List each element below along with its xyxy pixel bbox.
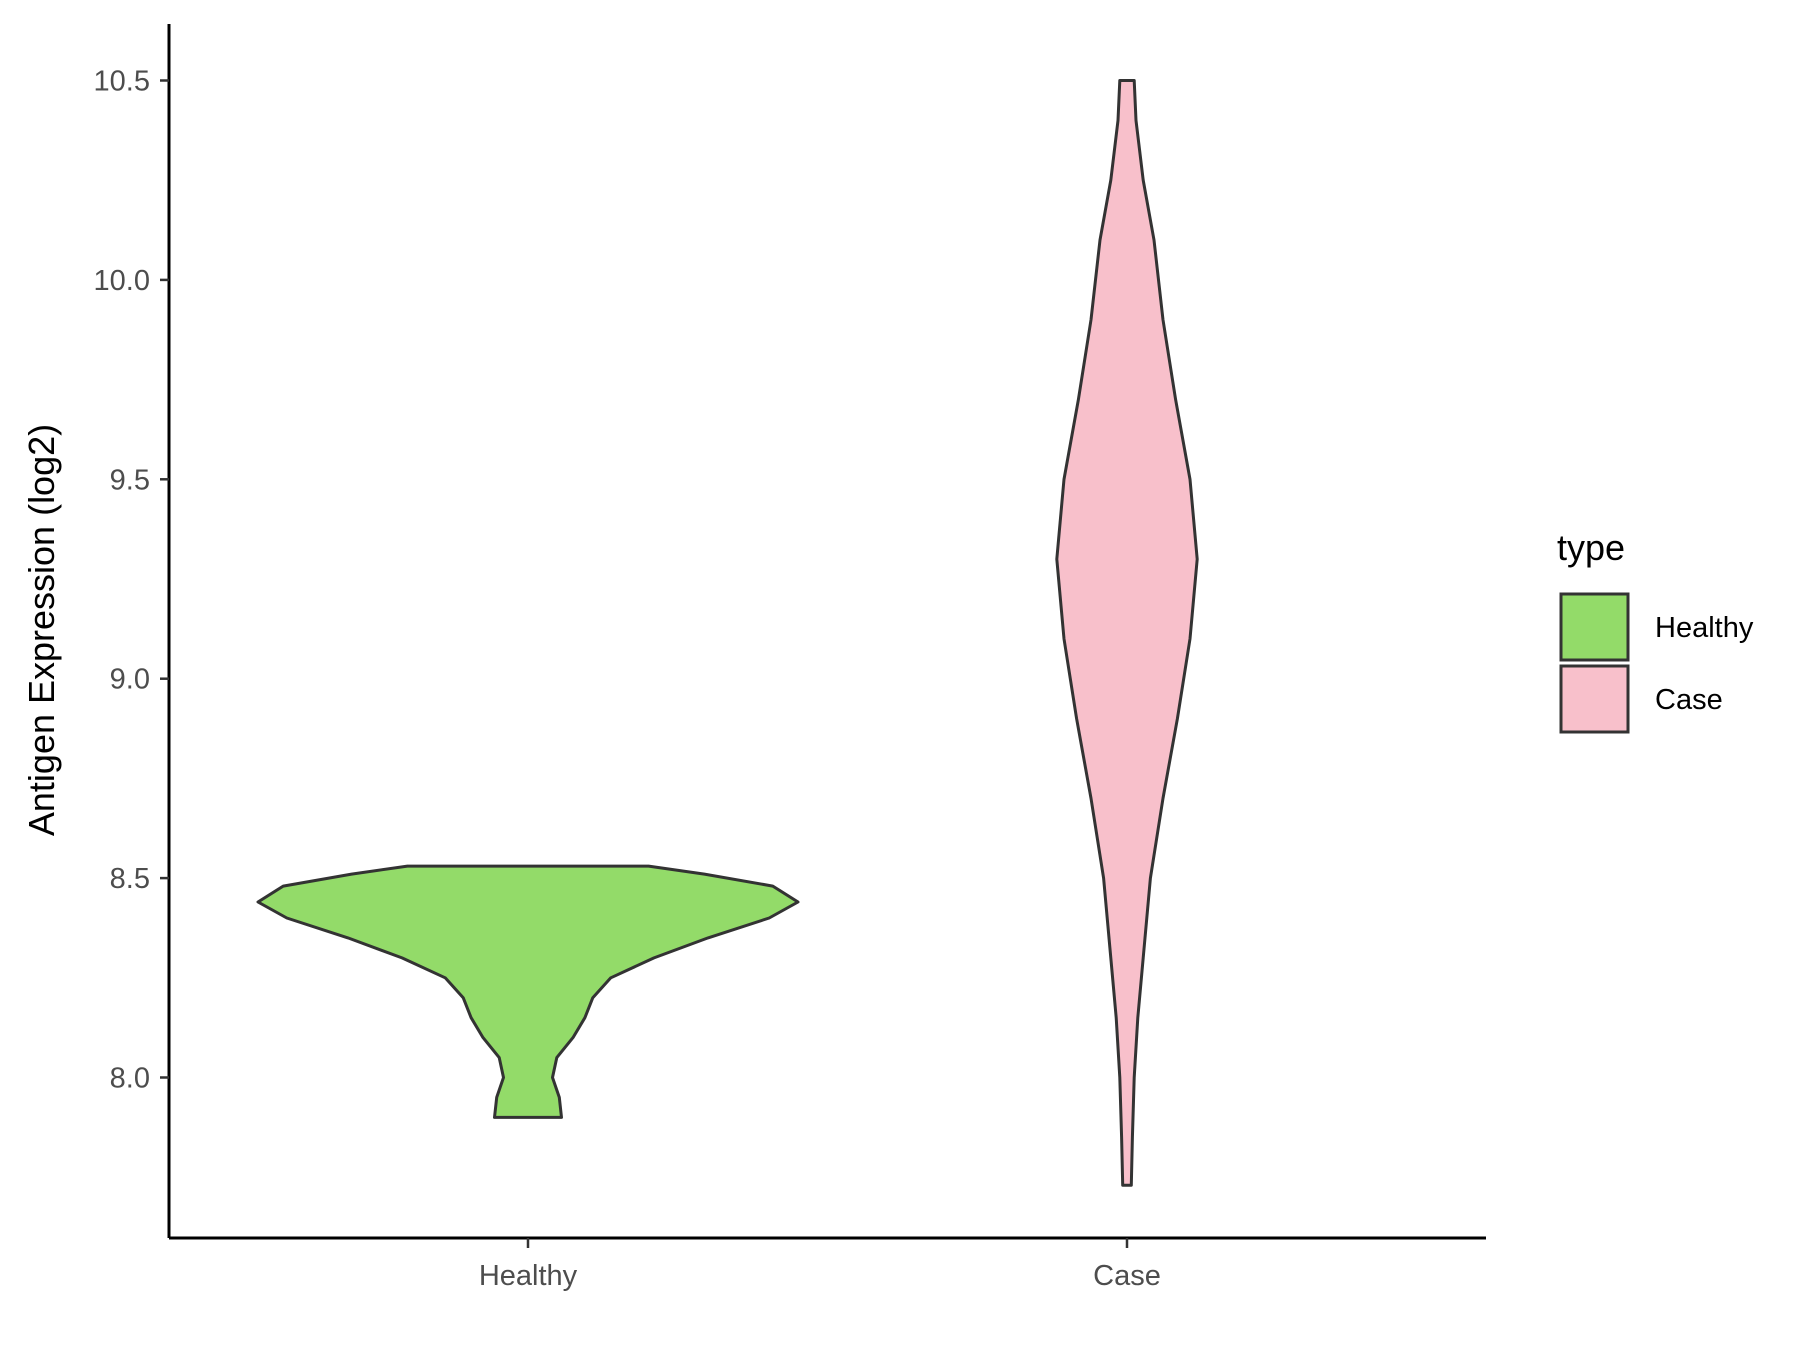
axes-layer <box>167 24 1486 1240</box>
legend-label-healthy: Healthy <box>1655 612 1754 644</box>
legend: type Healthy Case <box>1557 527 1754 734</box>
y-tick-label: 10.0 <box>94 265 150 297</box>
y-tick-label: 8.0 <box>110 1063 150 1095</box>
legend-title: type <box>1557 527 1625 568</box>
legend-key-healthy <box>1559 592 1630 662</box>
y-axis-title: Antigen Expression (log2) <box>21 424 62 836</box>
legend-label-case: Case <box>1655 684 1723 716</box>
violin-healthy <box>256 864 800 1119</box>
y-tick-label: 10.5 <box>94 66 150 98</box>
x-ticks: Healthy Case <box>479 1238 1161 1292</box>
violin-case <box>1055 79 1199 1187</box>
legend-key-case <box>1559 664 1630 734</box>
y-tick-label: 8.5 <box>110 863 150 895</box>
x-tick-label: Case <box>1093 1260 1161 1292</box>
y-ticks: 8.0 8.5 9.0 9.5 10.0 10.5 <box>94 66 169 1095</box>
x-tick-label: Healthy <box>479 1260 578 1292</box>
y-tick-label: 9.5 <box>110 464 150 496</box>
violin-layer <box>256 79 1199 1187</box>
y-tick-label: 9.0 <box>110 664 150 696</box>
